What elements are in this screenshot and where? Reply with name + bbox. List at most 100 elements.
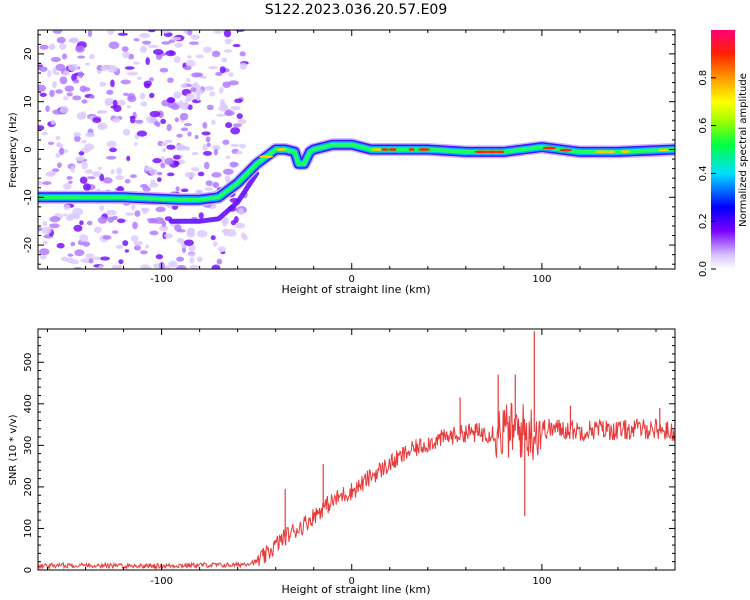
noise-blob xyxy=(51,168,60,173)
noise-blob xyxy=(58,43,67,50)
noise-blob xyxy=(50,119,56,126)
noise-blob xyxy=(96,69,102,74)
noise-blob xyxy=(106,64,112,71)
noise-blob xyxy=(191,151,199,156)
noise-blob xyxy=(195,54,204,59)
colorbar-label: Normalized spectral amplitude xyxy=(738,73,749,227)
noise-blob xyxy=(150,179,156,185)
noise-blob xyxy=(72,207,84,216)
noise-blob xyxy=(50,56,61,63)
noise-blob xyxy=(176,256,185,262)
noise-blob xyxy=(115,175,125,181)
noise-blob xyxy=(85,132,95,138)
noise-blob xyxy=(174,42,183,48)
noise-blob xyxy=(187,104,193,110)
noise-blob xyxy=(176,264,187,269)
noise-blob xyxy=(125,212,135,216)
noise-blob xyxy=(238,208,244,216)
noise-blob xyxy=(185,93,195,101)
noise-blob xyxy=(73,79,80,84)
noise-blob xyxy=(112,117,121,123)
noise-blob xyxy=(230,143,240,147)
noise-blob xyxy=(168,39,176,44)
noise-blob xyxy=(202,143,208,152)
noise-blob xyxy=(55,152,61,158)
noise-blob xyxy=(147,44,159,48)
noise-blob xyxy=(77,55,86,59)
noise-blob xyxy=(124,179,131,184)
noise-blob xyxy=(149,77,154,82)
spectrogram-plot-area xyxy=(38,30,675,269)
y-tick-label: 0 xyxy=(23,146,34,152)
noise-blob xyxy=(142,185,151,192)
noise-blob xyxy=(61,53,68,60)
noise-blob xyxy=(142,208,148,215)
secondary-ridge xyxy=(168,170,260,224)
snr-panel: -100 0 100 0 100 200 300 400 500 Height of strai… xyxy=(8,328,676,596)
figure-title: S122.2023.036.20.57.E09 xyxy=(265,2,448,18)
noise-blob xyxy=(68,37,80,44)
noise-blob xyxy=(79,176,88,184)
noise-blob xyxy=(212,144,221,151)
noise-blob xyxy=(145,115,157,124)
noise-blob xyxy=(82,241,91,247)
noise-blob xyxy=(184,146,190,152)
ridge-peak xyxy=(388,148,398,151)
noise-blob xyxy=(134,210,141,217)
noise-blob xyxy=(148,219,153,224)
noise-blob xyxy=(98,265,104,269)
noise-blob xyxy=(127,71,139,76)
noise-blob xyxy=(70,165,75,173)
noise-blob xyxy=(176,229,186,233)
noise-blob xyxy=(105,101,112,107)
noise-blob xyxy=(184,98,192,102)
noise-blob xyxy=(144,82,151,89)
noise-blob xyxy=(173,91,182,99)
noise-blob xyxy=(149,230,159,236)
noise-blob xyxy=(126,105,131,109)
noise-blob xyxy=(55,89,63,94)
noise-blob xyxy=(196,256,203,263)
noise-blob xyxy=(219,66,226,74)
noise-blob xyxy=(172,154,181,160)
noise-blob xyxy=(134,119,144,124)
noise-blob xyxy=(223,38,234,43)
snr-frame xyxy=(37,328,676,571)
noise-blob xyxy=(217,246,226,253)
snr-series-line xyxy=(38,402,675,570)
noise-blob xyxy=(186,55,192,59)
noise-blob xyxy=(133,38,140,42)
noise-blob xyxy=(224,41,232,45)
noise-blob xyxy=(42,240,48,245)
noise-blob xyxy=(130,204,136,211)
noise-blob xyxy=(213,148,219,156)
noise-blob xyxy=(159,225,169,232)
noise-blob xyxy=(55,135,61,141)
noise-blob xyxy=(65,257,74,264)
noise-blob xyxy=(147,30,156,33)
noise-blob xyxy=(218,87,224,94)
noise-blob xyxy=(100,65,108,72)
noise-blob xyxy=(164,157,175,166)
noise-blob xyxy=(48,141,55,145)
noise-blob xyxy=(99,205,104,211)
noise-blob xyxy=(228,80,239,86)
noise-blob xyxy=(183,239,194,246)
y-tick-label: -10 xyxy=(23,189,34,205)
noise-blob xyxy=(152,48,164,55)
noise-blob xyxy=(42,220,48,227)
ridge-peak xyxy=(559,148,573,152)
noise-blob xyxy=(149,182,159,188)
ridge-peak xyxy=(408,148,415,151)
noise-blob xyxy=(84,169,94,174)
noise-blob xyxy=(82,183,91,191)
noise-blob xyxy=(75,156,85,162)
noise-blob xyxy=(189,257,195,264)
noise-blob xyxy=(160,118,167,125)
noise-blob xyxy=(194,72,204,78)
noise-blob xyxy=(215,71,223,77)
noise-blob xyxy=(63,204,71,211)
noise-blob xyxy=(79,234,89,242)
noise-blob xyxy=(107,30,115,35)
